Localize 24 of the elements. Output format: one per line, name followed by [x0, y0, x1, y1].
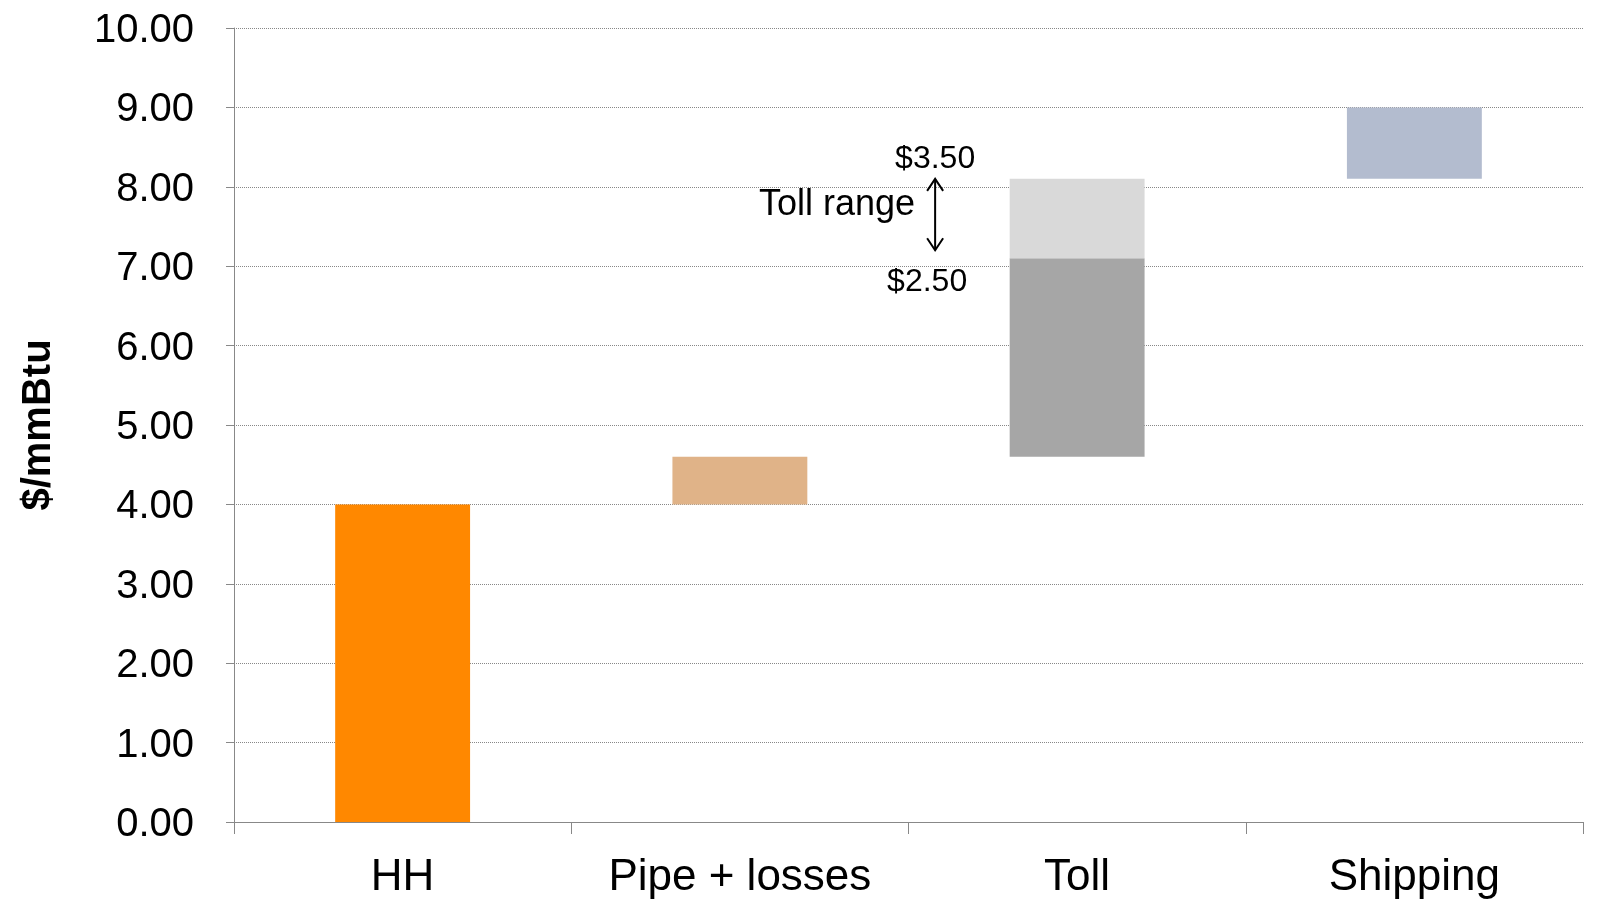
x-tick-label: Pipe + losses: [608, 849, 872, 899]
y-tick-label: 5.00: [116, 403, 194, 447]
y-tick-label: 0.00: [116, 800, 194, 844]
bar: [1009, 178, 1145, 259]
y-tick-label: 6.00: [116, 323, 194, 368]
annotation: Toll range: [759, 182, 916, 224]
bar: [1346, 107, 1482, 179]
bar: [1009, 258, 1145, 457]
y-tick-label: 2.00: [116, 641, 194, 686]
x-tick-label: Toll: [1044, 849, 1111, 899]
y-axis-title: $/mmBtu: [14, 339, 58, 511]
y-tick-label: 4.00: [116, 482, 194, 527]
y-tick-label: 10.00: [93, 6, 194, 50]
y-tick-label: 9.00: [116, 85, 194, 130]
y-tick-label: 1.00: [116, 720, 194, 765]
x-tick-label: HH: [370, 849, 435, 899]
bar: [672, 456, 808, 505]
x-tick-label: Shipping: [1328, 849, 1501, 899]
y-tick-label: 8.00: [116, 164, 194, 209]
y-tick-label: 3.00: [116, 561, 194, 606]
y-tick-label: 7.00: [116, 244, 194, 289]
annotation: $3.50: [895, 138, 976, 175]
annotation: $2.50: [887, 262, 968, 299]
bar: [335, 504, 471, 822]
